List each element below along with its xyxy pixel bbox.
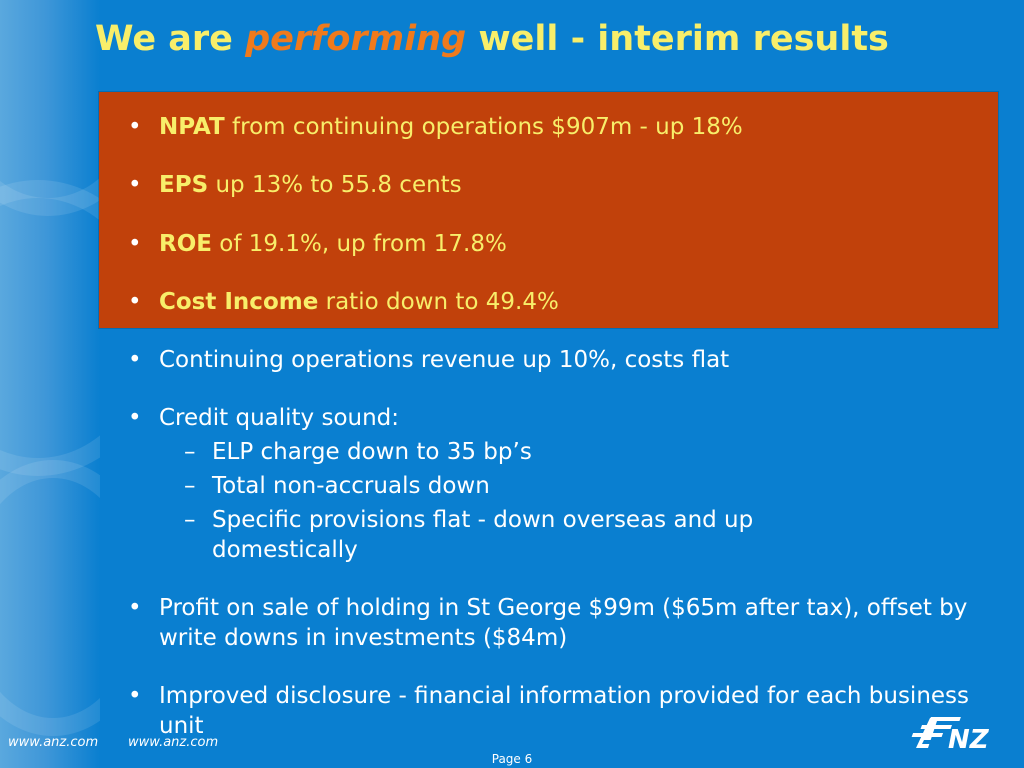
highlight-detail: up 13% to 55.8 cents (215, 172, 462, 198)
footer-url: www.anz.com (8, 735, 99, 750)
decorative-swirl-strip (0, 0, 100, 768)
bullet-icon: • (128, 114, 142, 140)
highlight-item-cost-income: • Cost Income ratio down to 49.4% (128, 287, 998, 317)
title-accent: performing (245, 19, 467, 59)
bullet-text: Credit quality sound: (159, 405, 400, 431)
bullet-text: Improved disclosure - financial informat… (159, 683, 970, 739)
sub-text: Specific provisions flat - down overseas… (212, 507, 754, 563)
bullet-text: Continuing operations revenue up 10%, co… (159, 347, 730, 373)
sub-item-non-accruals: – Total non-accruals down (184, 471, 884, 501)
highlight-item-roe: • ROE of 19.1%, up from 17.8% (128, 229, 998, 259)
highlight-detail: ratio down to 49.4% (325, 289, 559, 315)
sub-text: Total non-accruals down (212, 473, 490, 499)
dash-icon: – (184, 473, 196, 499)
highlight-item-eps: • EPS up 13% to 55.8 cents (128, 170, 998, 200)
bullet-disclosure: • Improved disclosure - financial inform… (128, 681, 998, 741)
bullet-st-george: • Profit on sale of holding in St George… (128, 593, 998, 653)
bullet-icon: • (128, 231, 142, 257)
highlight-term: Cost Income (159, 289, 319, 315)
bullet-text: Profit on sale of holding in St George $… (159, 595, 968, 651)
highlight-term: NPAT (159, 114, 225, 140)
bullet-icon: • (128, 683, 142, 709)
bullet-icon: • (128, 289, 142, 315)
bullet-icon: • (128, 595, 142, 621)
sub-item-elp: – ELP charge down to 35 bp’s (184, 437, 884, 467)
bullet-icon: • (128, 347, 142, 373)
highlight-item-npat: • NPAT from continuing operations $907m … (128, 112, 998, 142)
bullet-icon: • (128, 172, 142, 198)
highlight-term: ROE (159, 231, 212, 257)
anz-logo-icon: NZ (911, 717, 990, 752)
sub-item-provisions: – Specific provisions flat - down overse… (184, 505, 884, 565)
highlight-term: EPS (159, 172, 209, 198)
highlight-detail: from continuing operations $907m - up 18… (232, 114, 743, 140)
dash-icon: – (184, 439, 196, 465)
title-prefix: We are (95, 19, 233, 59)
bullet-icon: • (128, 405, 142, 431)
highlight-box (99, 92, 998, 328)
title-suffix: well - interim results (478, 19, 889, 59)
page-number: Page 6 (491, 752, 533, 766)
bullet-credit-quality: • Credit quality sound: (128, 403, 998, 433)
dash-icon: – (184, 507, 196, 533)
sub-text: ELP charge down to 35 bp’s (212, 439, 532, 465)
bullet-revenue: • Continuing operations revenue up 10%, … (128, 345, 998, 375)
footer-url-secondary: www.anz.com (128, 735, 219, 750)
svg-text:NZ: NZ (948, 725, 990, 752)
slide-title: We are performing well - interim results (95, 16, 1005, 62)
highlight-detail: of 19.1%, up from 17.8% (219, 231, 507, 257)
